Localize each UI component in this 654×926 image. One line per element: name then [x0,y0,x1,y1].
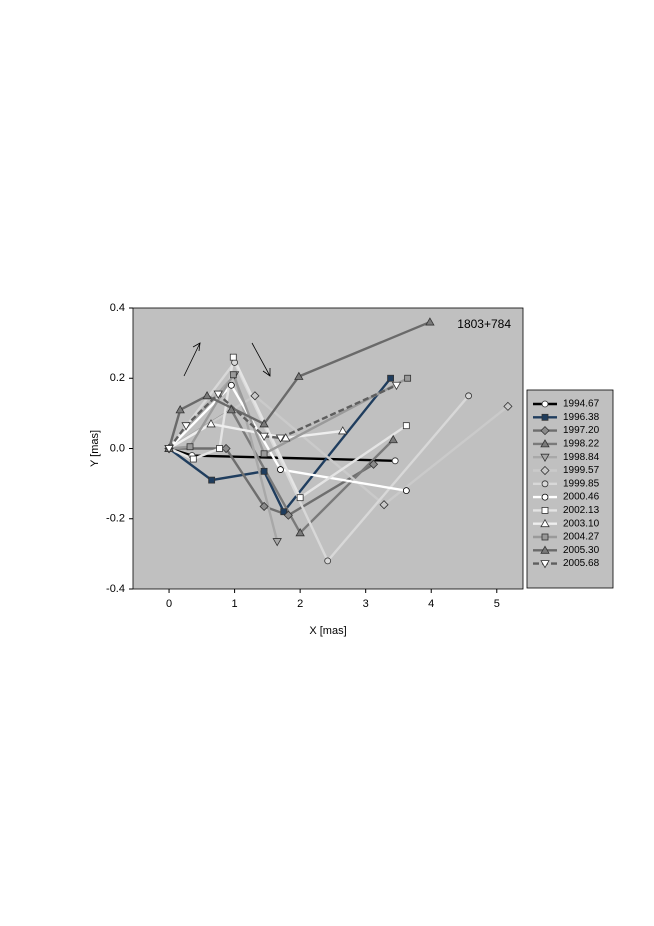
marker [391,381,402,391]
marker [206,419,216,428]
x-tick-label: 5 [494,598,500,610]
marker [181,422,191,431]
arrow-head [192,342,201,352]
arrow [251,342,271,377]
marker [379,500,389,510]
legend-label: 2000.46 [563,492,600,503]
marker [402,422,410,430]
marker [260,450,268,458]
marker [189,455,197,463]
marker [281,433,291,442]
marker [503,401,513,411]
marker [295,527,305,537]
x-axis-label: X [mas] [309,625,346,637]
y-tick-label: 0.2 [110,372,125,384]
x-tick-label: 3 [363,598,369,610]
legend-box [526,389,614,589]
marker [387,374,394,382]
marker [213,390,223,399]
legend-marker [540,545,550,554]
marker [259,432,269,442]
y-axis-label: Y [mas] [89,430,101,467]
legend-label: 2002.13 [563,505,600,516]
x-tick-label: 1 [232,598,238,610]
marker [324,557,332,565]
legend-label: 1996.38 [563,412,600,423]
marker [388,434,398,444]
series-line [168,360,470,564]
arrow [183,342,201,377]
legend-label: 1999.85 [563,478,600,489]
legend-marker [541,506,549,514]
marker [283,510,293,520]
x-tick-label: 2 [297,598,303,610]
marker [208,476,216,484]
marker [186,443,194,451]
legend-label: 1999.57 [563,465,600,476]
legend-label: 1994.67 [563,399,600,410]
legend-label: 1998.22 [563,439,600,450]
marker [272,538,282,547]
legend-marker [540,439,550,448]
marker [368,459,379,469]
legend-label: 1997.20 [563,425,600,436]
marker [275,434,286,443]
series-line [168,384,397,450]
marker [402,487,410,495]
x-tick-label: 4 [428,598,434,610]
legend-label: 2004.27 [563,532,600,543]
legend-marker [540,560,550,569]
marker [259,419,269,428]
legend-marker [540,518,550,528]
marker [229,371,237,379]
y-tick-label: -0.2 [106,513,125,525]
series-line [167,320,431,449]
legend-label: 2003.10 [563,518,600,529]
marker [227,381,235,389]
marker [226,405,237,414]
marker [465,392,472,400]
arrow-head [262,368,271,377]
legend-marker [541,480,549,488]
marker [296,494,304,502]
marker [202,391,212,400]
legend-marker [541,400,549,408]
legend-marker [541,493,549,501]
legend-marker [540,426,550,436]
marker [260,467,268,475]
annotation: 1803+784 [457,317,511,331]
marker [175,405,185,414]
legend-label: 1998.84 [563,452,600,463]
marker [250,391,260,401]
legend-marker [541,533,549,541]
marker [216,445,223,452]
marker [338,426,348,435]
marker [221,443,231,454]
legend-label: 2005.68 [563,558,600,569]
y-tick-label: 0.0 [110,442,125,454]
marker [164,445,174,454]
series-line [168,422,343,450]
marker [277,466,284,473]
legend-marker [541,413,549,421]
marker [404,374,412,382]
series-line [168,383,407,492]
marker [391,457,399,465]
marker [280,508,288,516]
legend-label: 2005.30 [563,545,600,556]
legend-marker [540,465,550,476]
y-tick-label: -0.4 [106,583,125,595]
y-tick-label: 0.4 [110,302,125,314]
marker [294,371,304,380]
legend-marker [540,453,550,463]
x-tick-label: 0 [166,598,172,610]
marker [259,501,269,512]
marker [229,353,237,361]
marker [425,317,435,326]
